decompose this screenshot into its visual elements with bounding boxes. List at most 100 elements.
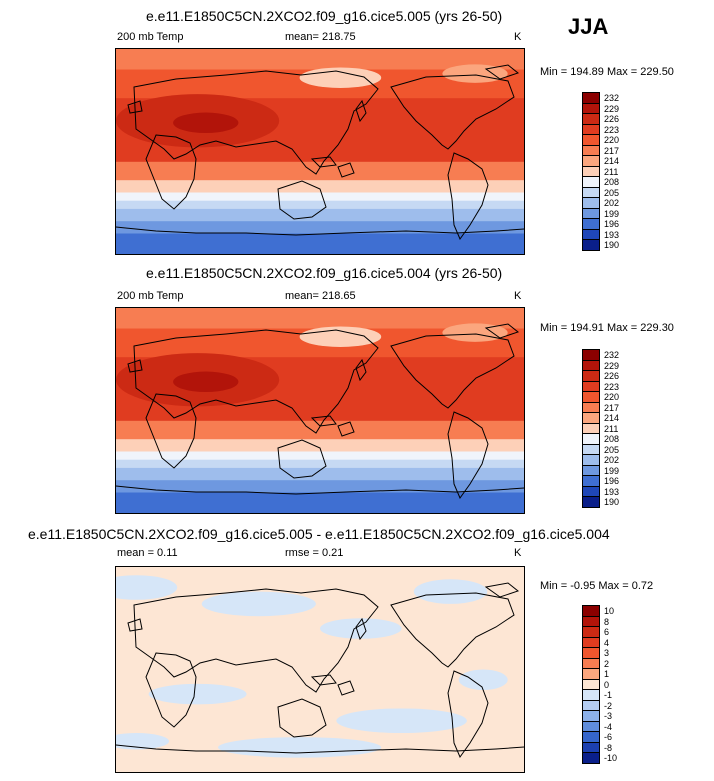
cool-anomaly-region: [299, 326, 382, 347]
island-outline: [355, 617, 367, 641]
colorbar-tick-label: 229: [604, 360, 620, 371]
negative-difference-region: [201, 591, 316, 617]
colorbar-tick-label: 208: [604, 434, 620, 444]
coastline: [390, 74, 515, 150]
coastline: [447, 411, 489, 500]
temperature-band: [116, 420, 524, 440]
colorbar-tick-label: -2: [604, 700, 613, 711]
island-outline: [337, 162, 355, 178]
negative-difference-region: [458, 669, 508, 690]
island-outline: [127, 359, 143, 373]
colorbar-tick-label: 193: [604, 229, 620, 240]
colorbar-tick-label: 190: [604, 240, 620, 250]
coastline: [116, 485, 524, 495]
cool-anomaly-region: [299, 67, 382, 88]
colorbar-tick-label: 217: [604, 145, 620, 156]
island-outline: [337, 680, 355, 696]
season-label: JJA: [568, 14, 609, 39]
panel3-minmax: Min = -0.95 Max = 0.72: [540, 580, 654, 592]
temperature-band: [116, 208, 524, 222]
coastline: [133, 70, 379, 175]
negative-difference-region: [320, 618, 402, 639]
panel1-colorbar: 232 229 226 223 220 217 214 211 208 205 202 199 196 1…: [582, 92, 642, 256]
colorbar-tick-label: 226: [604, 371, 620, 381]
island-outline: [484, 323, 520, 339]
coastline: [116, 744, 524, 754]
island-outline: [484, 64, 520, 80]
island-outline: [355, 99, 367, 123]
panel2-units: K: [514, 290, 522, 302]
temperature-band: [116, 480, 524, 493]
island-outline: [337, 421, 355, 437]
colorbar-tick-label: 223: [604, 381, 620, 392]
temperature-band: [116, 233, 524, 254]
colorbar-tick-label: 223: [604, 124, 620, 135]
colorbar-tick-label: 211: [604, 166, 619, 177]
colorbar-tick-label: -3: [604, 711, 613, 721]
island-outline: [310, 156, 337, 168]
colorbar-tick-label: -6: [604, 732, 613, 742]
temperature-band: [116, 200, 524, 210]
coastline: [277, 439, 327, 479]
coastline: [116, 226, 524, 236]
temperature-band: [116, 221, 524, 234]
colorbar-tick-label: 208: [604, 177, 620, 187]
coastline: [145, 393, 197, 469]
colorbar-tick-label: 229: [604, 103, 620, 114]
temperature-band: [116, 439, 524, 452]
panel2-map: [115, 307, 525, 514]
coastline: [133, 329, 379, 434]
colorbar-swatch: [582, 239, 600, 251]
coastline: [277, 180, 327, 220]
island-outline: [310, 674, 337, 686]
negative-difference-region: [116, 733, 170, 750]
colorbar-tick-label: 193: [604, 486, 620, 497]
panel2-mean: mean= 218.65: [285, 290, 356, 302]
colorbar-swatch: [582, 752, 600, 764]
coastline: [447, 670, 489, 759]
island-outline: [310, 415, 337, 427]
temperature-band: [116, 308, 524, 329]
temperature-band: [116, 459, 524, 469]
panel3-units: K: [514, 547, 522, 559]
coastline: [277, 698, 327, 738]
panel2-field: [116, 308, 524, 513]
colorbar-tick-label: 190: [604, 497, 620, 507]
colorbar-tick-label: 232: [604, 350, 620, 360]
panel3-field: [116, 567, 524, 772]
colorbar-tick-label: -8: [604, 742, 613, 753]
colorbar-tick-label: 196: [604, 219, 620, 229]
panel1-map: [115, 48, 525, 255]
colorbar-tick-label: 202: [604, 198, 620, 208]
panel3-mean: mean = 0.11: [117, 547, 178, 559]
negative-difference-region: [218, 737, 382, 758]
colorbar-tick-label: 202: [604, 455, 620, 465]
coastline: [390, 592, 515, 668]
temperature-band: [116, 180, 524, 193]
colorbar-tick-label: 205: [604, 444, 620, 455]
negative-difference-region: [116, 575, 178, 600]
panel3-colorbar: 10 8 6 4 3 2 1 0 -1 -2 -3 -4 -6 -8 -10: [582, 605, 642, 769]
colorbar-tick-label: 214: [604, 156, 620, 166]
panel2-colorbar: 232 229 226 223 220 217 214 211 208 205 202 199 196 1…: [582, 349, 642, 513]
colorbar-tick-label: 1: [604, 669, 610, 679]
panel1-field: [116, 49, 524, 254]
colorbar-tick-label: 199: [604, 208, 620, 219]
temperature-band: [116, 49, 524, 70]
colorbar-tick-label: 205: [604, 187, 620, 198]
coastline: [447, 152, 489, 241]
panel1-title: e.e11.E1850C5CN.2XCO2.f09_g16.cice5.005 …: [146, 8, 503, 24]
colorbar-tick-label: 10: [604, 606, 615, 616]
colorbar-tick-label: 199: [604, 465, 620, 476]
colorbar-tick-label: 214: [604, 413, 620, 423]
colorbar-tick-label: 211: [604, 423, 619, 434]
coastline: [390, 333, 515, 409]
island-outline: [355, 358, 367, 382]
colorbar-tick-label: 196: [604, 476, 620, 486]
colorbar-tick-label: 6: [604, 627, 610, 637]
temperature-band: [116, 451, 524, 461]
colorbar-tick-label: 217: [604, 402, 620, 413]
warm-anomaly-core: [173, 371, 239, 393]
colorbar-tick-label: -1: [604, 690, 613, 700]
panel2-minmax: Min = 194.91 Max = 229.30: [540, 322, 674, 334]
